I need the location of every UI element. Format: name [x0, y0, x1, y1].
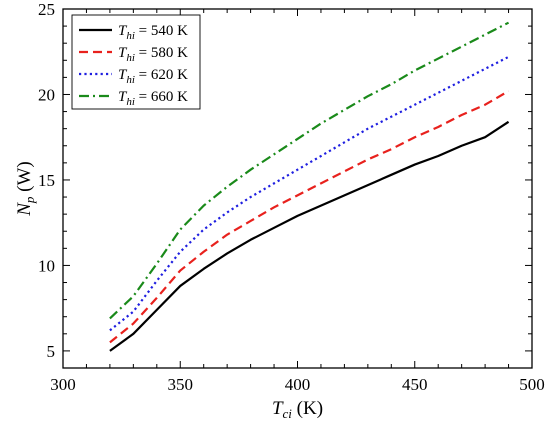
legend-entry: Thi = 580 K [118, 45, 188, 64]
x-tick-label: 350 [168, 375, 194, 394]
x-axis-label-main: T [272, 398, 284, 419]
axis-ticks: 300 350 400 450 500 5 10 15 20 25 [38, 0, 545, 394]
y-axis-label: Np (W) [14, 161, 37, 217]
series-line-4 [109, 21, 510, 320]
legend-entry: Thi = 620 K [118, 67, 188, 86]
y-tick-label: 10 [38, 256, 55, 275]
x-tick-label: 300 [50, 375, 76, 394]
x-tick-label: 400 [285, 375, 311, 394]
series-lines [109, 21, 510, 352]
y-tick-label: 15 [38, 171, 55, 190]
x-axis-label-sub: ci [283, 406, 293, 421]
series-line-1 [109, 120, 510, 352]
y-axis-label-main: N [14, 202, 35, 217]
x-tick-label: 500 [519, 375, 545, 394]
x-tick-label: 450 [402, 375, 428, 394]
y-tick-label: 25 [38, 0, 55, 19]
legend-entry: Thi = 540 K [118, 23, 188, 42]
x-axis-label-unit: (K) [292, 398, 323, 419]
legend-entry: Thi = 660 K [118, 89, 188, 108]
y-tick-label: 5 [47, 342, 56, 361]
y-axis-label-unit: (W) [14, 161, 35, 196]
y-tick-label: 20 [38, 85, 55, 104]
y-axis-label-sub: p [22, 196, 37, 204]
legend: Thi = 540 K Thi = 580 K Thi = 620 K Thi = 6… [71, 14, 201, 110]
x-axis-label: Tci (K) [272, 398, 323, 421]
series-line-2 [109, 90, 510, 344]
